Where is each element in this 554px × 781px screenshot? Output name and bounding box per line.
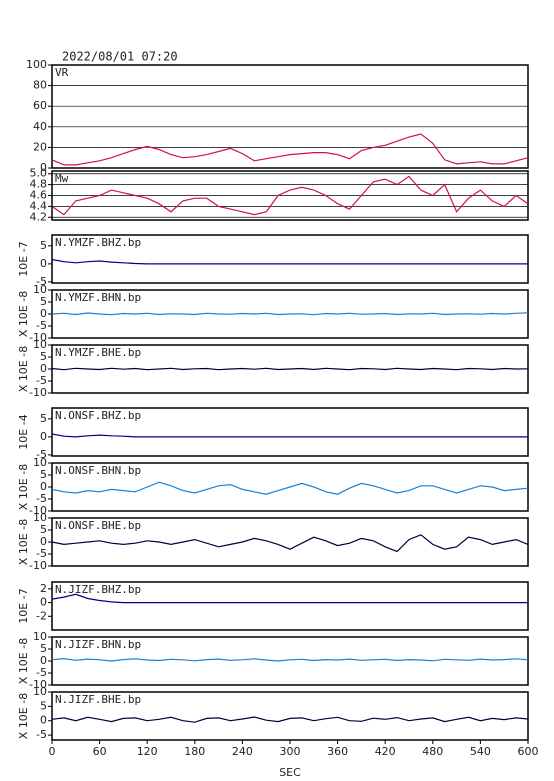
y-axis-label: 10E -4 (17, 414, 30, 449)
panel-label: N.ONSF.BHZ.bp (55, 409, 141, 422)
y-axis-label: 10E -7 (17, 241, 30, 276)
y-tick-label: 0 (40, 430, 47, 443)
y-tick-label: 4.4 (30, 199, 48, 212)
y-axis-label: X 10E -8 (17, 464, 30, 510)
y-tick-label: 5 (40, 699, 47, 712)
y-axis-label: X 10E -8 (17, 346, 30, 392)
data-line (51, 433, 528, 438)
y-tick-label: 5 (40, 523, 47, 536)
y-tick-label: -10 (29, 678, 47, 691)
y-axis-label: X 10E -8 (17, 638, 30, 684)
y-tick-label: 5 (40, 239, 47, 252)
y-tick-label: -5 (36, 448, 47, 461)
y-tick-label: 40 (33, 120, 47, 133)
panel-label: N.YMZF.BHZ.bp (55, 236, 141, 249)
y-tick-label: -5 (36, 547, 47, 560)
y-axis-label: X 10E -8 (17, 693, 30, 739)
x-tick-label: 60 (93, 745, 107, 758)
x-tick-label: 420 (375, 745, 396, 758)
panel-frame (51, 407, 529, 457)
x-tick-label: 600 (518, 745, 539, 758)
panel-label: VR (55, 66, 69, 79)
y-tick-label: -10 (29, 386, 47, 399)
x-tick-label: 180 (184, 745, 205, 758)
panel-label: N.YMZF.BHN.bp (55, 291, 141, 304)
data-line (51, 367, 529, 371)
panel-label: N.JIZF.BHZ.bp (55, 583, 141, 596)
panel-label: N.YMZF.BHE.bp (55, 346, 141, 359)
y-tick-label: -10 (29, 559, 47, 572)
y-tick-label: -5 (36, 492, 47, 505)
y-tick-label: 0 (40, 596, 47, 609)
x-tick-label: 360 (327, 745, 348, 758)
y-tick-label: -5 (36, 275, 47, 288)
chart-title: 2022/08/01 07:20 (62, 50, 178, 64)
y-tick-label: 80 (33, 79, 47, 92)
y-tick-label: 2 (40, 582, 47, 595)
y-tick-label: 5 (40, 468, 47, 481)
y-tick-label: -5 (36, 728, 47, 741)
y-tick-label: -5 (36, 319, 47, 332)
panel-label: Mw (55, 172, 69, 185)
panel-frame (51, 64, 529, 169)
data-line (51, 312, 529, 316)
y-tick-label: 0 (40, 714, 47, 727)
x-tick-label: 480 (422, 745, 443, 758)
y-tick-label: -10 (29, 504, 47, 517)
x-tick-label: 0 (49, 745, 56, 758)
y-tick-label: 0 (40, 362, 47, 375)
y-tick-label: 0 (40, 307, 47, 320)
y-tick-label: 10 (33, 338, 47, 351)
y-tick-label: 10 (33, 511, 47, 524)
data-line (51, 481, 529, 495)
y-tick-label: 0 (40, 480, 47, 493)
y-axis-label: 10E -7 (17, 588, 30, 623)
panel-label: N.JIZF.BHE.bp (55, 693, 141, 706)
y-tick-label: 0 (40, 257, 47, 270)
data-line (51, 258, 528, 265)
data-line (51, 175, 529, 216)
x-tick-label: 120 (137, 745, 158, 758)
y-tick-label: 5 (40, 412, 47, 425)
y-tick-label: 5 (40, 295, 47, 308)
y-tick-label: 5 (40, 642, 47, 655)
panel-label: N.ONSF.BHE.bp (55, 519, 141, 532)
y-tick-label: 10 (33, 283, 47, 296)
data-line (51, 534, 529, 553)
y-tick-label: 0 (40, 161, 47, 174)
y-tick-label: 20 (33, 140, 47, 153)
y-tick-label: 100 (26, 58, 47, 71)
y-axis-label: X 10E -8 (17, 519, 30, 565)
x-tick-label: 300 (280, 745, 301, 758)
y-tick-label: 4.2 (30, 210, 48, 223)
y-tick-label: 5.0 (30, 167, 48, 180)
x-tick-label: 540 (470, 745, 491, 758)
data-line (51, 657, 529, 662)
y-tick-label: 10 (33, 630, 47, 643)
y-tick-label: 0 (40, 535, 47, 548)
y-tick-label: -5 (36, 666, 47, 679)
panel-label: N.ONSF.BHN.bp (55, 464, 141, 477)
x-axis-label: SEC (279, 766, 301, 779)
x-tick-label: 240 (232, 745, 253, 758)
y-tick-label: 0 (40, 654, 47, 667)
panel-frame (51, 234, 529, 284)
y-tick-label: -2 (36, 609, 47, 622)
y-tick-label: 4.6 (30, 189, 48, 202)
y-tick-label: 10 (33, 456, 47, 469)
y-tick-label: 5 (40, 350, 47, 363)
y-tick-label: -10 (29, 331, 47, 344)
y-tick-label: 10 (33, 685, 47, 698)
y-tick-label: -5 (36, 374, 47, 387)
y-axis-label: X 10E -8 (17, 291, 30, 337)
panel-frame (51, 581, 529, 631)
panel-label: N.JIZF.BHN.bp (55, 638, 141, 651)
data-line (51, 133, 529, 166)
data-line (51, 593, 528, 604)
y-tick-label: 4.8 (30, 178, 48, 191)
y-tick-label: 60 (33, 99, 47, 112)
data-line (51, 716, 529, 723)
